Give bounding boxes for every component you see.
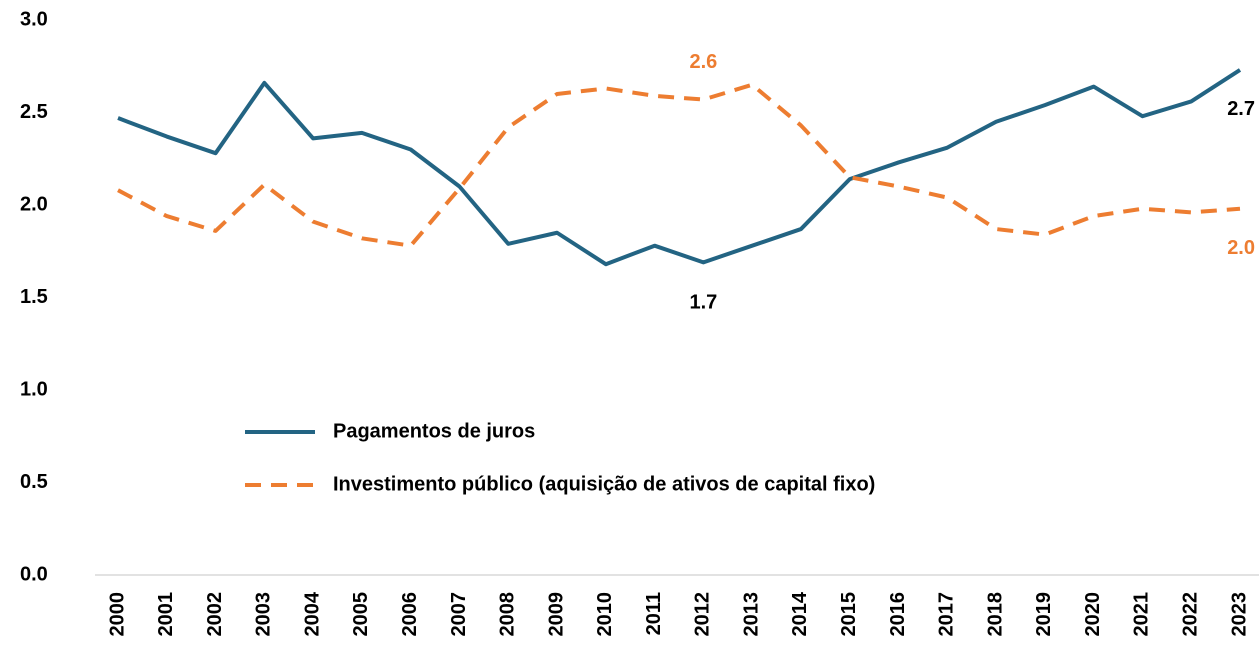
x-tick-label: 2014 bbox=[789, 591, 811, 636]
x-tick-label: 2018 bbox=[984, 592, 1006, 637]
x-tick-label: 2016 bbox=[887, 592, 909, 637]
x-tick-label: 2023 bbox=[1228, 592, 1250, 637]
y-tick-label: 1.0 bbox=[20, 378, 48, 400]
x-tick-label: 2011 bbox=[643, 592, 665, 635]
data-label: 2.7 bbox=[1227, 98, 1255, 120]
x-tick-label: 2021 bbox=[1131, 592, 1153, 637]
x-tick-label: 2020 bbox=[1082, 592, 1104, 637]
legend-label: Pagamentos de juros bbox=[333, 420, 535, 442]
x-tick-label: 2005 bbox=[350, 592, 372, 637]
data-label: 2.0 bbox=[1227, 237, 1255, 259]
y-tick-label: 2.5 bbox=[20, 101, 48, 123]
x-tick-label: 2017 bbox=[936, 592, 958, 637]
x-tick-label: 2006 bbox=[399, 592, 421, 637]
x-tick-label: 2002 bbox=[204, 592, 226, 637]
legend-label: Investimento público (aquisição de ativo… bbox=[333, 473, 875, 495]
y-tick-label: 3.0 bbox=[20, 8, 48, 30]
y-tick-label: 0.0 bbox=[20, 563, 48, 585]
series-line bbox=[117, 82, 1241, 248]
x-tick-label: 2009 bbox=[545, 592, 567, 637]
y-tick-label: 2.0 bbox=[20, 193, 48, 215]
y-tick-label: 1.5 bbox=[20, 286, 48, 308]
x-tick-label: 2019 bbox=[1033, 592, 1055, 637]
x-tick-label: 2013 bbox=[740, 592, 762, 637]
data-label: 1.7 bbox=[689, 292, 717, 314]
x-tick-label: 2003 bbox=[253, 592, 275, 637]
x-tick-label: 2004 bbox=[301, 591, 323, 636]
x-tick-label: 2001 bbox=[155, 592, 177, 637]
x-tick-label: 2015 bbox=[838, 592, 860, 637]
x-tick-label: 2012 bbox=[692, 592, 714, 637]
x-tick-label: 2008 bbox=[497, 592, 519, 637]
data-label: 2.6 bbox=[689, 51, 717, 73]
x-tick-label: 2010 bbox=[594, 592, 616, 637]
y-tick-label: 0.5 bbox=[20, 471, 48, 493]
x-tick-label: 2000 bbox=[106, 592, 128, 637]
x-tick-label: 2007 bbox=[448, 592, 470, 637]
series-line bbox=[117, 68, 1242, 267]
x-tick-label: 2022 bbox=[1179, 592, 1201, 637]
